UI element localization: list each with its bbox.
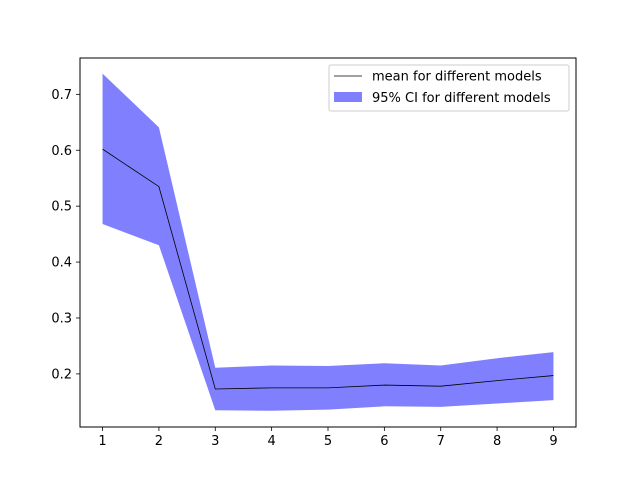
ci-band (102, 73, 554, 411)
legend-frame (328, 64, 570, 112)
x-axis: 1 2 3 4 5 6 7 8 9 (98, 427, 558, 449)
y-axis: 0.2 0.3 0.4 0.5 0.6 0.7 (51, 88, 80, 382)
mean-line-layer (102, 148, 554, 390)
y-tick-label: 0.3 (51, 311, 72, 326)
y-tick-label: 0.2 (51, 367, 72, 382)
legend-ci-swatch (334, 92, 362, 102)
mean-line (102, 148, 554, 390)
legend-mean-label: mean for different models (372, 70, 542, 85)
x-tick-label: 6 (380, 434, 388, 449)
x-tick-label: 7 (437, 434, 445, 449)
x-tick-label: 2 (155, 434, 163, 449)
y-tick-label: 0.6 (51, 144, 72, 159)
x-tick-label: 9 (549, 434, 557, 449)
x-tick-label: 4 (267, 434, 275, 449)
x-tick-label: 3 (211, 434, 219, 449)
legend: mean for different models 95% CI for dif… (328, 64, 570, 112)
y-tick-label: 0.7 (51, 88, 72, 103)
x-tick-label: 8 (493, 434, 501, 449)
ci-band-layer (102, 73, 554, 411)
x-tick-label: 1 (98, 434, 106, 449)
legend-ci-label: 95% CI for different models (372, 91, 551, 106)
x-tick-label: 5 (324, 434, 332, 449)
y-tick-label: 0.4 (51, 256, 72, 271)
y-tick-label: 0.5 (51, 200, 72, 215)
